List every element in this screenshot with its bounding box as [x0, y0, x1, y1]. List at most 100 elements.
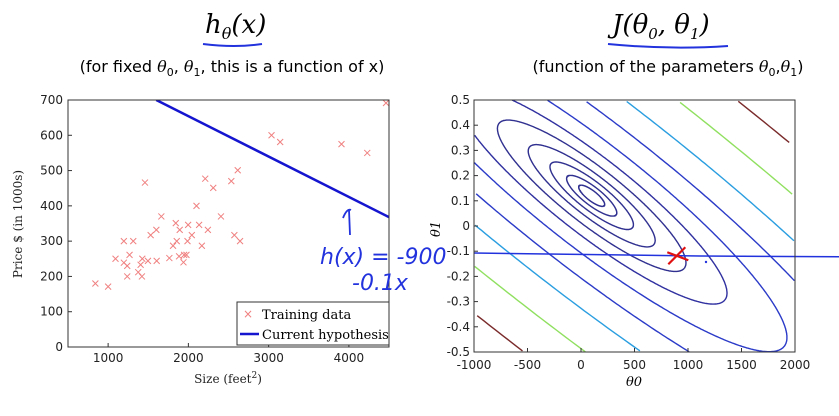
left-title: hθ(x): [205, 10, 266, 43]
right-title-underline: [607, 43, 729, 49]
training-data-point: [363, 149, 371, 157]
training-data-point: [153, 257, 161, 265]
x-tick-label: 1000: [93, 351, 124, 365]
legend-x-marker-icon: ×: [243, 307, 253, 321]
annotation-arrow: [342, 208, 352, 236]
hypothesis-line: [155, 100, 389, 219]
training-data-point: [204, 226, 212, 234]
training-data-point: [268, 131, 275, 139]
training-data-point: [236, 237, 244, 245]
contour-line: [578, 184, 606, 208]
training-data-point: [180, 251, 188, 259]
y-tick-label: -0.3: [447, 295, 470, 309]
training-data-point: [112, 255, 119, 263]
training-data-point: [166, 254, 173, 262]
training-data-point: [188, 231, 196, 239]
x-tick-label: -1000: [457, 358, 492, 372]
training-data-point: [175, 252, 183, 260]
y-tick-label: 0: [55, 340, 63, 354]
training-data-point: [153, 226, 160, 234]
contour-line: [475, 101, 795, 353]
x-tick-label: 2000: [780, 358, 811, 372]
current-parameter-x-marker: [666, 246, 689, 266]
training-data-point: [138, 255, 146, 263]
left-y-label: Price $ (in 1000s): [11, 170, 25, 278]
training-data-point: [92, 280, 99, 287]
training-data-point: [195, 221, 203, 229]
y-tick-label: 0.5: [451, 93, 470, 107]
y-tick-label: 0: [462, 219, 470, 233]
training-data-point: [382, 99, 390, 107]
training-data-point: [123, 273, 131, 280]
contour-line: [474, 99, 728, 305]
y-tick-label: 200: [40, 269, 63, 283]
y-tick-label: 0.3: [451, 143, 470, 157]
contour-line: [565, 174, 618, 217]
training-data-point: [126, 251, 133, 259]
x-tick-label: 500: [623, 358, 646, 372]
legend-training-data: Training data: [262, 308, 351, 323]
x-tick-label: 0: [577, 358, 585, 372]
training-data-point: [141, 179, 149, 186]
hypothesis-scatter-chart: 1000 2000 3000 4000 0 100 200 300 400 500 600 700 S…: [11, 93, 446, 386]
left-title-underline: [202, 43, 263, 47]
training-data-point: [338, 140, 345, 148]
x-tick-label: 1000: [673, 358, 704, 372]
training-data-point: [234, 166, 242, 174]
contour-line: [527, 143, 656, 248]
training-data-point: [231, 231, 238, 239]
legend: × Training data Current hypothesis: [236, 301, 390, 346]
y-tick-label: 0.2: [451, 169, 470, 183]
y-tick-label: 0.4: [451, 118, 470, 132]
training-data-point: [137, 261, 144, 269]
x-tick-label: 1500: [726, 358, 757, 372]
right-x-label: θ0: [626, 375, 642, 390]
training-data-point: [120, 237, 128, 245]
y-tick-label: 100: [40, 305, 63, 319]
training-data-point: [217, 213, 225, 220]
right-title: J(θ0, θ1): [607, 10, 710, 43]
training-data-point: [172, 219, 180, 227]
x-marker-icon: [666, 246, 689, 266]
y-tick-label: 500: [40, 164, 63, 178]
contour-line: [474, 101, 793, 353]
theta1-guide-line: [473, 252, 839, 258]
training-data-point: [173, 237, 181, 245]
training-data-point: [201, 175, 209, 183]
contour-line: [549, 161, 635, 231]
contour-line: [496, 119, 687, 273]
stray-dot: [704, 260, 708, 264]
y-tick-label: 0.1: [451, 194, 470, 208]
training-data-point: [169, 242, 177, 250]
y-tick-label: -0.4: [447, 320, 470, 334]
training-data-point: [129, 237, 137, 245]
training-data-point: [138, 273, 146, 280]
x-tick-label: 3000: [253, 351, 284, 365]
training-data-point: [184, 221, 192, 229]
y-tick-label: 400: [40, 199, 63, 213]
training-data-point: [276, 138, 284, 146]
training-data-point: [198, 242, 206, 250]
training-data-point: [193, 202, 200, 210]
training-data-point: [157, 213, 165, 220]
x-tick-label: 2000: [173, 351, 204, 365]
y-tick-label: 700: [40, 93, 63, 107]
training-data-point: [180, 258, 187, 266]
cost-contour-chart: -1000 -500 0 500 1000 1500 2000 -0.5 -0.4 -0.3 -0.…: [429, 93, 839, 390]
training-data-point: [104, 283, 112, 291]
training-data-point: [184, 237, 191, 245]
training-data-point: [123, 262, 131, 270]
legend-current-hypothesis: Current hypothesis: [262, 328, 389, 343]
training-data-point: [147, 231, 155, 239]
training-data-point: [176, 226, 184, 234]
x-tick-label: -500: [514, 358, 541, 372]
training-data-point: [227, 177, 235, 185]
contour-line: [474, 100, 795, 352]
training-data-point: [183, 251, 190, 259]
annotation-equation-line2: -0.1x: [352, 271, 409, 296]
left-subtitle: (for fixed θ0, θ1, this is a function of…: [80, 57, 385, 79]
y-tick-label: 300: [40, 234, 63, 248]
y-tick-label: -0.2: [447, 269, 470, 283]
training-data-point: [209, 184, 217, 192]
